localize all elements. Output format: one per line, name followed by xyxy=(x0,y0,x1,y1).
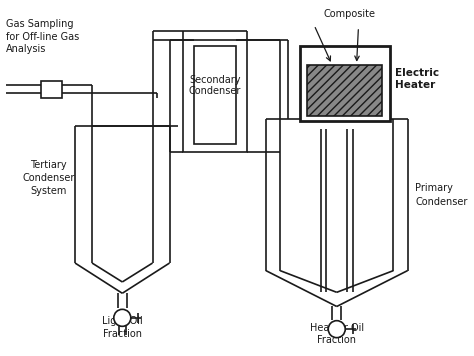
Circle shape xyxy=(328,321,345,338)
Bar xyxy=(41,81,62,98)
Bar xyxy=(300,46,390,121)
Bar xyxy=(194,46,236,144)
Text: Heavier Oil
Fraction: Heavier Oil Fraction xyxy=(310,323,364,345)
Text: Secondary
Condenser: Secondary Condenser xyxy=(189,75,241,96)
Text: Primary
Condenser: Primary Condenser xyxy=(415,183,467,206)
Text: Light Oil
Fraction: Light Oil Fraction xyxy=(102,316,143,339)
Text: Electric
Heater: Electric Heater xyxy=(395,68,439,90)
Bar xyxy=(183,40,247,152)
Circle shape xyxy=(114,309,131,326)
Text: Gas Sampling
for Off-line Gas
Analysis: Gas Sampling for Off-line Gas Analysis xyxy=(6,19,79,54)
Text: Tertiary
Condenser
System: Tertiary Condenser System xyxy=(22,160,75,196)
Text: Composite: Composite xyxy=(323,9,375,19)
Bar xyxy=(308,65,382,116)
